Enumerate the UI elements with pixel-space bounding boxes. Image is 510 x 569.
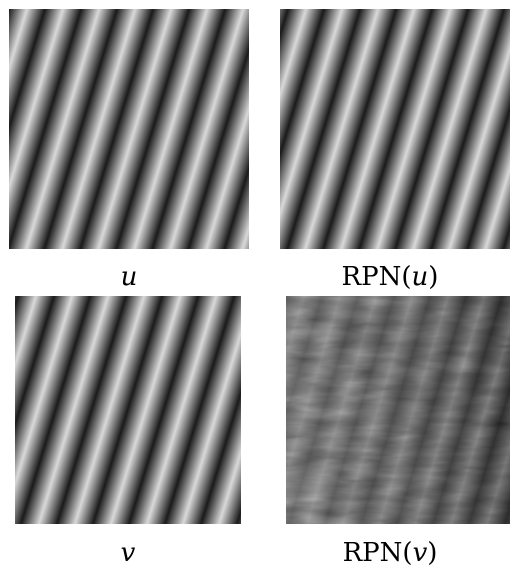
caption-v: v: [8, 538, 248, 568]
image-u: [9, 9, 249, 249]
stripe-image-u: [9, 9, 249, 249]
caption-rpn-u-name: RPN: [341, 262, 402, 292]
caption-v-arg: v: [120, 538, 136, 568]
caption-rpn-v: RPN(v): [342, 538, 438, 568]
caption-rpn-u: RPN(u): [341, 262, 439, 292]
stripe-image-rpn-u: [280, 9, 510, 249]
caption-rpn-u-arg: u: [411, 262, 429, 292]
caption-u: u: [9, 262, 249, 292]
image-rpn-u: [280, 9, 510, 249]
stripe-image-v: [15, 296, 241, 524]
caption-rpn-v-name: RPN: [342, 538, 403, 568]
caption-u-arg: u: [120, 262, 138, 292]
noisy-image-rpn-v: [286, 296, 510, 524]
image-v: [15, 296, 241, 524]
image-rpn-v: [286, 296, 510, 524]
caption-rpn-v-arg: v: [412, 538, 428, 568]
